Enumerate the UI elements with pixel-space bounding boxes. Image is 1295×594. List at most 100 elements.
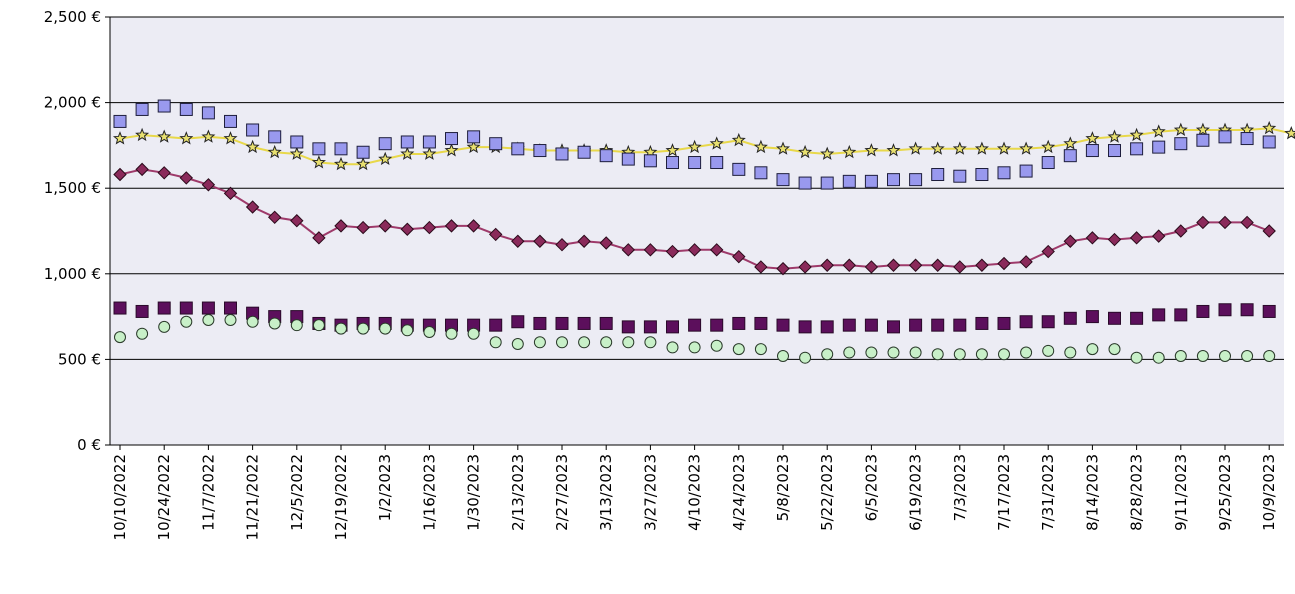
data-point (842, 318, 856, 332)
x-tick-label: 6/5/2023 (862, 454, 880, 521)
data-point (997, 316, 1011, 330)
data-point (666, 156, 679, 170)
x-tick-label: 4/24/2023 (730, 454, 748, 531)
data-point (1130, 311, 1144, 325)
data-point (821, 348, 834, 361)
data-point (1085, 231, 1100, 245)
data-point (1129, 127, 1144, 142)
data-point (997, 256, 1011, 271)
data-point (731, 132, 746, 147)
series-1 (112, 120, 1295, 171)
data-point (666, 341, 679, 354)
data-point (179, 171, 194, 185)
x-tick-label: 7/31/2023 (1039, 454, 1057, 531)
data-point (1151, 229, 1166, 243)
data-point (887, 173, 900, 187)
data-point (1262, 135, 1276, 149)
data-point (886, 258, 901, 272)
data-point (158, 320, 171, 333)
data-point (577, 316, 591, 330)
data-point (864, 143, 879, 157)
data-point (577, 145, 591, 159)
data-point (887, 320, 900, 334)
data-point (799, 351, 812, 364)
data-point (842, 144, 857, 159)
data-point (555, 237, 569, 252)
data-point (1042, 344, 1055, 357)
data-point (930, 258, 945, 272)
data-point (422, 135, 436, 149)
data-point (201, 301, 215, 315)
data-point (157, 99, 171, 113)
data-point (953, 318, 967, 332)
data-point (820, 146, 835, 160)
data-point (180, 315, 193, 328)
data-point (864, 318, 878, 332)
data-point (400, 146, 415, 160)
data-point (798, 144, 813, 159)
data-point (334, 219, 348, 233)
data-point (1085, 310, 1099, 324)
data-point (445, 327, 458, 340)
data-point (842, 258, 857, 272)
data-point (1086, 343, 1099, 356)
data-point (842, 174, 856, 188)
data-point (1218, 303, 1232, 317)
x-tick-label: 10/24/2022 (155, 454, 173, 540)
data-point (334, 142, 348, 156)
data-point (224, 301, 237, 315)
data-point (113, 301, 127, 315)
data-point (1218, 215, 1232, 230)
data-point (1108, 343, 1121, 356)
data-point (1262, 120, 1277, 135)
data-point (113, 114, 127, 128)
data-point (909, 318, 923, 332)
data-point (931, 348, 944, 361)
data-point (886, 143, 901, 157)
data-point (953, 260, 967, 274)
y-tick-label: 500 € (58, 350, 101, 368)
data-point (1196, 349, 1209, 362)
data-point (843, 346, 856, 359)
data-point (1041, 139, 1056, 154)
data-point (798, 320, 812, 334)
series-layer (112, 99, 1295, 364)
data-point (312, 142, 326, 156)
data-point (732, 249, 746, 264)
data-point (422, 146, 437, 160)
x-tick-label: 10/10/2022 (111, 454, 129, 540)
data-point (312, 319, 325, 332)
series-4 (113, 301, 1276, 334)
data-point (1196, 304, 1210, 318)
data-point (378, 219, 392, 233)
data-point (533, 336, 546, 349)
x-tick-label: 9/11/2023 (1172, 454, 1190, 531)
x-tick-label: 1/30/2023 (465, 454, 483, 531)
data-point (909, 173, 923, 187)
data-point (908, 141, 923, 155)
gridlines (110, 16, 1284, 360)
data-point (732, 162, 746, 176)
data-point (599, 316, 613, 330)
data-point (688, 318, 702, 332)
y-tick-label: 2,500 € (44, 8, 101, 26)
data-point (820, 258, 834, 272)
data-point (467, 327, 480, 340)
x-tick-label: 7/3/2023 (951, 454, 969, 521)
data-point (599, 149, 613, 163)
data-point (489, 336, 502, 349)
x-tick-label: 6/19/2023 (907, 454, 925, 531)
data-point (1152, 351, 1165, 364)
data-point (378, 137, 392, 151)
data-point (577, 234, 591, 248)
x-tick-label: 12/5/2022 (288, 454, 306, 531)
data-point (267, 144, 282, 159)
y-tick-label: 1,500 € (44, 179, 101, 197)
data-point (687, 139, 702, 154)
data-point (224, 314, 237, 327)
data-point (1219, 349, 1231, 362)
data-point (179, 301, 193, 315)
data-point (1130, 351, 1143, 364)
data-point (356, 156, 371, 171)
